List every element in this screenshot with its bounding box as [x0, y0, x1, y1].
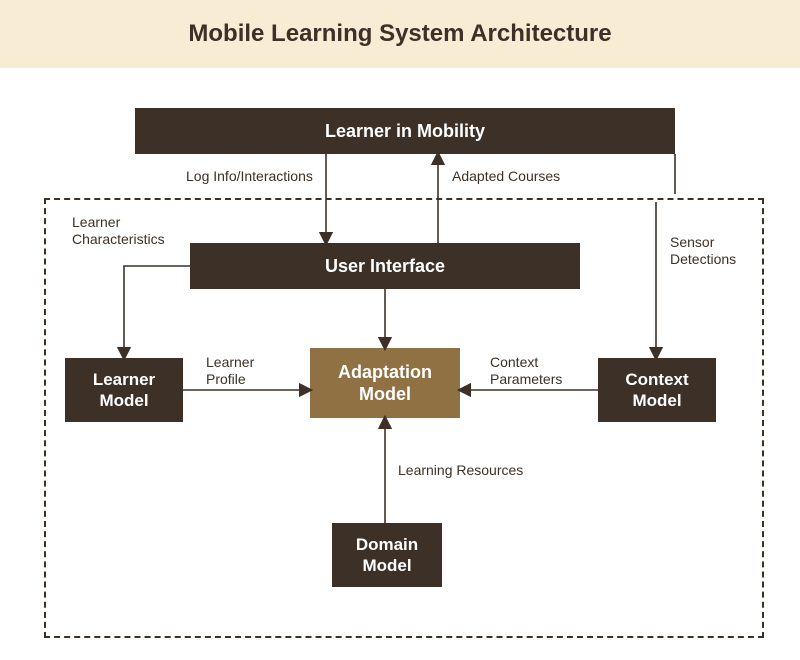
edge-label-log: Log Info/Interactions: [186, 168, 313, 185]
node-label: LearnerModel: [93, 369, 155, 412]
node-label: Learner in Mobility: [325, 120, 485, 143]
node-domain-model: DomainModel: [332, 523, 442, 587]
edge-label-adapted: Adapted Courses: [452, 168, 560, 185]
diagram-canvas: Learner in Mobility User Interface Learn…: [0, 68, 800, 660]
page-title: Mobile Learning System Architecture: [188, 20, 611, 48]
node-learner-model: LearnerModel: [65, 358, 183, 422]
node-context-model: ContextModel: [598, 358, 716, 422]
node-adaptation-model: AdaptationModel: [310, 348, 460, 418]
node-label: AdaptationModel: [338, 361, 432, 406]
title-bar: Mobile Learning System Architecture: [0, 0, 800, 68]
edge-label-learner-characteristics: LearnerCharacteristics: [72, 214, 165, 248]
edge-label-learning-resources: Learning Resources: [398, 462, 523, 479]
node-label: ContextModel: [625, 369, 688, 412]
edge-label-learner-profile: LearnerProfile: [206, 354, 254, 388]
edge-label-sensor-detections: SensorDetections: [670, 234, 736, 268]
node-label: DomainModel: [356, 534, 418, 577]
node-user-interface: User Interface: [190, 243, 580, 289]
edge-label-context-parameters: ContextParameters: [490, 354, 562, 388]
node-learner-mobility: Learner in Mobility: [135, 108, 675, 154]
node-label: User Interface: [325, 255, 445, 278]
